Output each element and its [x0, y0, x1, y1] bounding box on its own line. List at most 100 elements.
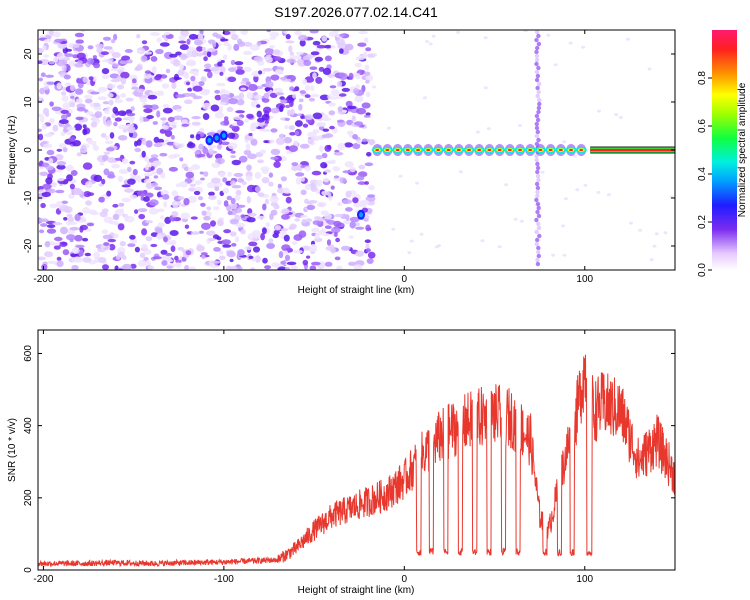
noise-blob [153, 136, 160, 143]
colorbar: 0.0 0.2 0.4 0.6 0.8 Normalized spectral ampl… [697, 30, 748, 277]
noise-blob [284, 254, 291, 261]
noise-blob [201, 210, 207, 216]
noise-blob [43, 86, 49, 91]
noise-blob [92, 145, 99, 151]
noise-blob [122, 158, 128, 164]
noise-blob [145, 192, 154, 198]
noise-blob [285, 40, 295, 44]
noise-blob [74, 234, 83, 242]
noise-blob [253, 246, 260, 253]
noise-blob [306, 255, 311, 259]
noise-blob [68, 60, 76, 67]
noise-blob [188, 187, 196, 192]
noise-blob [162, 107, 173, 114]
noise-blob [226, 251, 236, 258]
noise-blob [105, 147, 115, 152]
noise-blob [168, 166, 178, 172]
noise-blob [75, 39, 84, 44]
stripe-blob [536, 137, 541, 143]
x-tick-label: -200 [33, 274, 53, 285]
noise-blob [109, 132, 115, 139]
noise-blob [134, 140, 138, 147]
noise-blob [275, 137, 285, 145]
tone-core [548, 149, 553, 151]
noise-blob [212, 32, 219, 37]
noise-blob [100, 133, 107, 138]
noise-blob [117, 110, 127, 116]
noise-blob [166, 141, 176, 146]
noise-blob [162, 194, 170, 200]
noise-blob [86, 192, 95, 197]
noise-blob [57, 177, 65, 182]
noise-blob [497, 245, 502, 249]
noise-blob [42, 183, 52, 190]
noise-blob [163, 236, 168, 243]
noise-blob [56, 164, 66, 170]
noise-blob [59, 119, 69, 124]
noise-blob [44, 251, 53, 258]
noise-blob [201, 254, 206, 260]
tone-core [395, 149, 400, 151]
noise-blob [322, 67, 332, 75]
noise-blob [100, 244, 111, 251]
noise-blob [321, 134, 327, 139]
stripe-blob [536, 105, 542, 111]
noise-blob [181, 119, 188, 124]
stripe-blob [535, 93, 540, 99]
stripe-blob [536, 65, 541, 71]
stripe-blob [534, 217, 539, 223]
noise-blob [160, 256, 171, 260]
noise-blob [425, 40, 429, 43]
noise-blob [186, 81, 190, 86]
noise-blob [324, 169, 332, 173]
noise-blob [349, 166, 356, 173]
noise-blob [270, 156, 279, 160]
noise-blob [270, 128, 278, 133]
noise-blob [561, 224, 566, 228]
noise-blob [237, 266, 243, 270]
noise-blob [320, 210, 329, 216]
noise-blob [244, 246, 253, 251]
noise-blob [125, 116, 136, 120]
noise-blob [475, 130, 480, 134]
noise-blob [148, 208, 159, 215]
noise-blob [344, 161, 354, 168]
noise-blob [321, 35, 328, 42]
noise-blob [183, 198, 190, 206]
noise-blob [219, 66, 226, 74]
noise-blob [67, 216, 74, 224]
noise-blob [355, 250, 365, 257]
stripe-blob [535, 165, 541, 171]
noise-blob [341, 87, 350, 92]
noise-blob [184, 264, 189, 270]
noise-blob [281, 208, 290, 215]
noise-blob [286, 58, 296, 63]
noise-blob [363, 114, 371, 118]
noise-blob [38, 218, 49, 223]
noise-blob [118, 202, 125, 207]
noise-blob [111, 163, 120, 169]
noise-blob [422, 96, 427, 100]
noise-blob [365, 74, 374, 82]
noise-blob [261, 177, 270, 184]
noise-blob [175, 108, 182, 112]
noise-blob [49, 118, 55, 124]
noise-blob [193, 190, 201, 196]
noise-blob [355, 56, 365, 61]
noise-blob [268, 238, 274, 244]
noise-blob [174, 255, 179, 261]
noise-blob [276, 69, 284, 74]
noise-blob [73, 187, 83, 196]
stripe-blob [534, 69, 539, 75]
noise-blob [289, 132, 296, 136]
noise-blob [628, 221, 633, 225]
noise-blob [279, 133, 285, 139]
noise-blob [363, 218, 369, 222]
noise-blob [546, 33, 551, 37]
noise-blob [103, 108, 110, 115]
noise-blob [257, 159, 264, 164]
tone-core [385, 149, 390, 151]
noise-blob [367, 251, 376, 259]
noise-blob [179, 181, 188, 188]
noise-blob [46, 81, 56, 85]
